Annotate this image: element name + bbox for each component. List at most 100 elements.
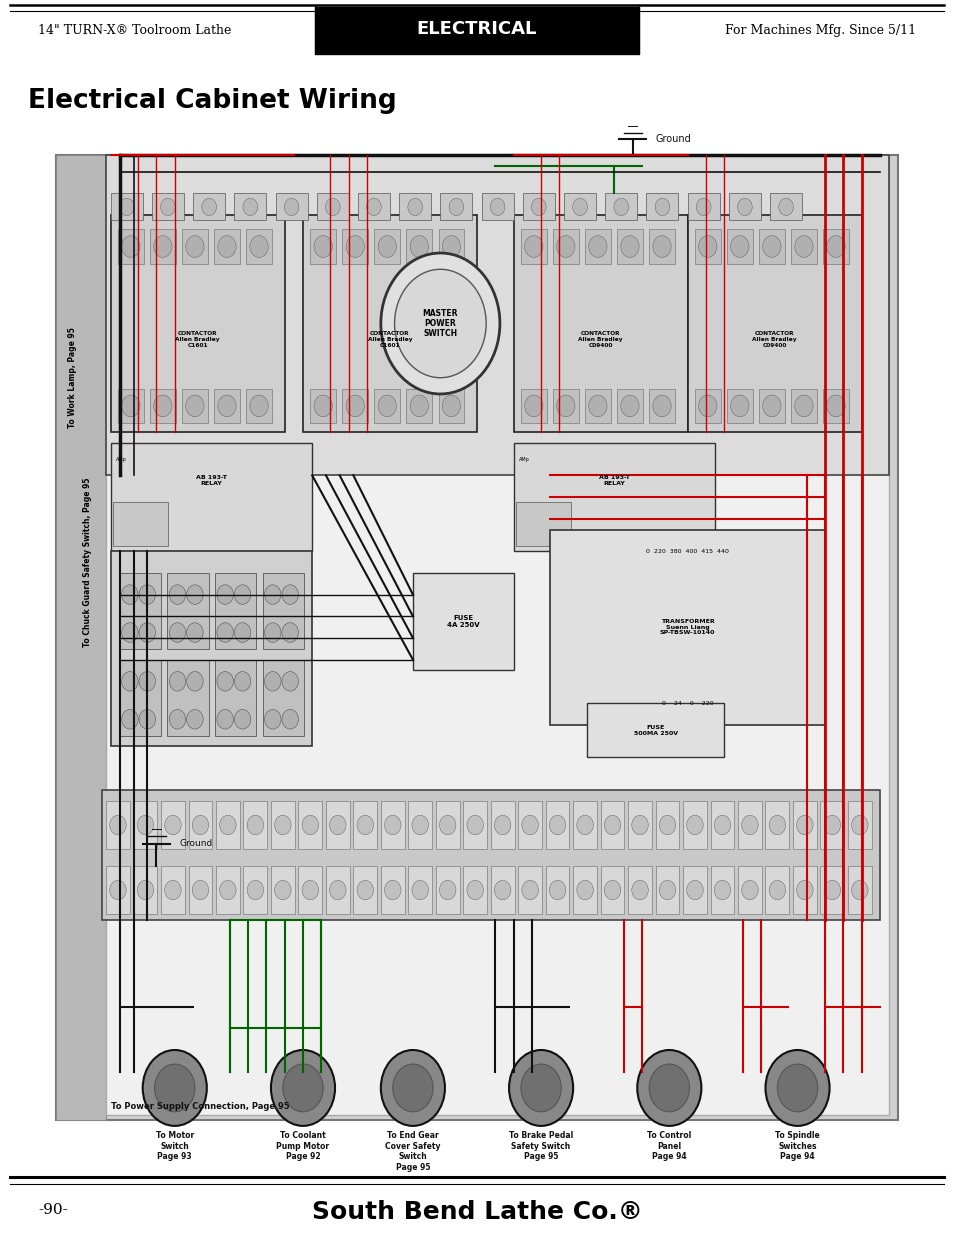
Bar [262,659,304,736]
Bar [182,230,208,264]
Circle shape [247,881,263,900]
Circle shape [494,881,511,900]
Circle shape [442,395,460,416]
Circle shape [577,881,593,900]
Circle shape [762,236,781,257]
Bar [243,866,267,914]
Bar [150,230,175,264]
Bar [215,866,239,914]
Circle shape [549,815,565,835]
Circle shape [356,815,374,835]
Bar [513,443,715,551]
Bar [759,230,784,264]
Circle shape [631,815,648,835]
Circle shape [439,881,456,900]
Circle shape [187,672,203,692]
Circle shape [217,236,236,257]
Bar [101,789,879,920]
Circle shape [274,815,291,835]
Bar [374,230,399,264]
Text: ELECTRICAL: ELECTRICAL [416,20,537,38]
Text: 0    24    0    220: 0 24 0 220 [661,700,713,705]
Bar [655,866,679,914]
Bar [303,215,476,432]
Bar [374,389,399,424]
Circle shape [250,395,268,416]
Bar [792,866,816,914]
Circle shape [271,1050,335,1126]
Bar [243,800,267,850]
Circle shape [169,585,186,604]
Text: To End Gear
Cover Safety
Switch
Page 95: To End Gear Cover Safety Switch Page 95 [385,1131,440,1172]
Text: CONTACTOR
Allen Bradley
C09400: CONTACTOR Allen Bradley C09400 [578,331,622,348]
Circle shape [549,881,565,900]
Bar [553,389,578,424]
Circle shape [169,622,186,642]
Circle shape [243,199,257,216]
Circle shape [346,395,364,416]
Bar [133,800,157,850]
Circle shape [122,622,138,642]
Bar [710,866,734,914]
Circle shape [851,815,867,835]
Circle shape [393,1065,433,1112]
Bar [106,156,888,475]
Text: AMp: AMp [116,457,127,462]
Bar [655,800,679,850]
Bar [790,230,816,264]
Circle shape [187,585,203,604]
Text: CONTACTOR
Allen Bradley
C09400: CONTACTOR Allen Bradley C09400 [752,331,796,348]
Circle shape [686,815,702,835]
Circle shape [139,672,155,692]
Text: To Work Lamp, Page 95: To Work Lamp, Page 95 [68,327,76,429]
Bar [342,230,368,264]
Bar [189,800,213,850]
Bar [55,156,898,1120]
Text: To Coolant
Pump Motor
Page 92: To Coolant Pump Motor Page 92 [276,1131,329,1161]
Text: MASTER
POWER
SWITCH: MASTER POWER SWITCH [422,309,457,338]
Circle shape [714,815,730,835]
Circle shape [395,269,486,378]
Bar [820,866,843,914]
Circle shape [730,395,748,416]
Circle shape [796,815,812,835]
Bar [694,230,720,264]
Circle shape [655,199,669,216]
Circle shape [143,1050,207,1126]
Bar [490,866,514,914]
Text: To Chuck Guard Safety Switch, Page 95: To Chuck Guard Safety Switch, Page 95 [83,477,92,647]
Bar [55,156,106,1120]
Circle shape [826,236,844,257]
Bar [111,194,143,221]
Circle shape [588,395,606,416]
Circle shape [110,881,126,900]
Bar [627,800,651,850]
Circle shape [216,622,233,642]
Bar [120,573,161,648]
Bar [182,389,208,424]
Bar [353,866,376,914]
Bar [111,551,312,746]
Bar [161,866,185,914]
Bar [728,194,760,221]
Circle shape [698,395,717,416]
Circle shape [192,881,209,900]
Bar [573,800,597,850]
Circle shape [137,881,153,900]
Bar [413,573,513,671]
Circle shape [122,672,138,692]
Circle shape [154,1065,194,1112]
Bar [513,215,687,432]
Bar [436,866,459,914]
Circle shape [329,815,346,835]
Circle shape [216,585,233,604]
Circle shape [603,815,620,835]
Bar [600,866,624,914]
Bar [682,866,706,914]
Circle shape [384,881,400,900]
Bar [380,866,404,914]
Circle shape [620,236,639,257]
Bar [584,389,610,424]
Circle shape [234,710,251,729]
Circle shape [696,199,710,216]
